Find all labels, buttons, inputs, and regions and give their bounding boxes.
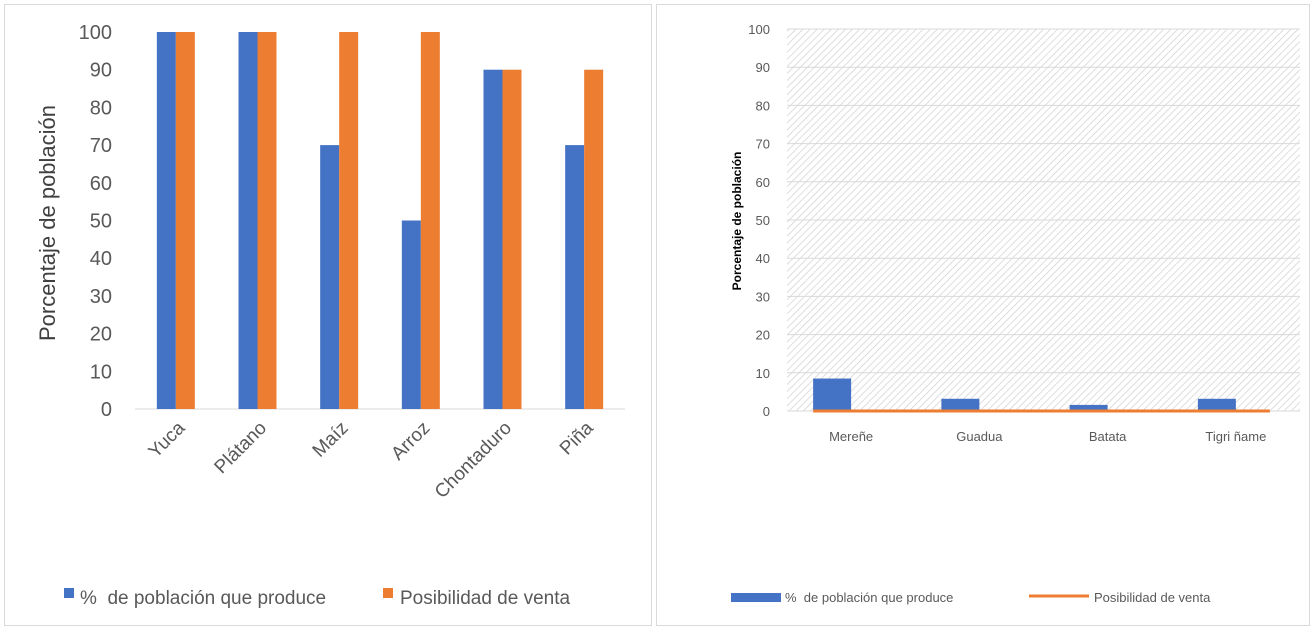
x-category-label: Mereñe <box>829 429 873 444</box>
bar-produce-plátano <box>238 32 258 409</box>
bar-produce-piña <box>565 145 585 409</box>
y-tick-label: 60 <box>90 173 112 195</box>
y-tick-label: 20 <box>756 328 770 343</box>
bar-produce-mereñe <box>813 378 852 411</box>
y-tick-label: 80 <box>756 98 770 113</box>
legend-label-venta: Posibilidad de venta <box>400 588 570 609</box>
y-tick-label: 70 <box>756 137 770 152</box>
bar-produce-maíz <box>320 145 340 409</box>
y-tick-label: 70 <box>90 135 112 157</box>
bar-produce-batata <box>1069 404 1108 411</box>
right-chart-panel: 0 10 20 30 40 50 60 70 80 90 100 Mereñe Guadua Batat… <box>656 4 1310 626</box>
right-chart: 0 10 20 30 40 50 60 70 80 90 100 Mereñe Guadua Batat… <box>730 22 1300 605</box>
x-category-label: Maíz <box>309 418 353 462</box>
bar-produce-yuca <box>156 32 176 409</box>
bar-produce-tigri-ñame <box>1197 398 1236 411</box>
left-chart-panel: 0 10 20 30 40 50 60 70 80 90 100 Yuca Plátano Maíz Ar… <box>4 4 652 626</box>
y-axis-label: Porcentaje de población <box>35 105 60 341</box>
y-tick-label: 30 <box>90 286 112 308</box>
left-chart: 0 10 20 30 40 50 60 70 80 90 100 Yuca Plátano Maíz Ar… <box>35 22 625 609</box>
y-tick-label: 100 <box>79 22 112 44</box>
bar-venta-chontaduro <box>502 69 522 409</box>
bar-venta-maíz <box>339 32 359 409</box>
x-category-label: Tigri ñame <box>1205 429 1266 444</box>
bar-produce-chontaduro <box>483 69 503 409</box>
bar-venta-plátano <box>257 32 277 409</box>
y-tick-label: 0 <box>101 399 112 421</box>
y-tick-label: 30 <box>756 289 770 304</box>
bar-venta-yuca <box>175 32 195 409</box>
bar-produce-arroz <box>401 220 421 409</box>
legend-label-produce: % de población que produce <box>80 588 326 609</box>
y-tick-label: 80 <box>90 97 112 119</box>
y-tick-label: 90 <box>756 60 770 75</box>
y-tick-label: 10 <box>90 361 112 383</box>
y-tick-label: 100 <box>748 22 770 37</box>
bar-venta-arroz <box>420 32 440 409</box>
legend-swatch-produce <box>64 588 74 598</box>
legend-swatch-produce <box>731 593 781 602</box>
y-tick-label: 0 <box>763 404 770 419</box>
y-tick-label: 40 <box>756 251 770 266</box>
y-tick-label: 20 <box>90 324 112 346</box>
legend-label-venta: Posibilidad de venta <box>1094 590 1211 605</box>
y-tick-label: 50 <box>90 211 112 233</box>
y-tick-label: 40 <box>90 248 112 270</box>
legend-label-produce: % de población que produce <box>785 590 953 605</box>
bar-venta-piña <box>584 69 604 409</box>
bar-produce-guadua <box>941 398 980 411</box>
y-tick-label: 90 <box>90 60 112 82</box>
y-tick-label: 50 <box>756 213 770 228</box>
x-category-label: Chontaduro <box>431 418 516 503</box>
x-category-label: Plátano <box>211 418 271 478</box>
x-category-label: Piña <box>556 417 598 459</box>
y-tick-label: 60 <box>756 175 770 190</box>
y-tick-label: 10 <box>756 366 770 381</box>
y-axis-label: Porcentaje de población <box>730 152 744 291</box>
x-category-label: Guadua <box>956 429 1003 444</box>
x-category-label: Yuca <box>145 417 190 462</box>
legend-swatch-venta <box>383 588 393 598</box>
x-category-label: Arroz <box>387 418 434 465</box>
x-category-label: Batata <box>1089 429 1127 444</box>
